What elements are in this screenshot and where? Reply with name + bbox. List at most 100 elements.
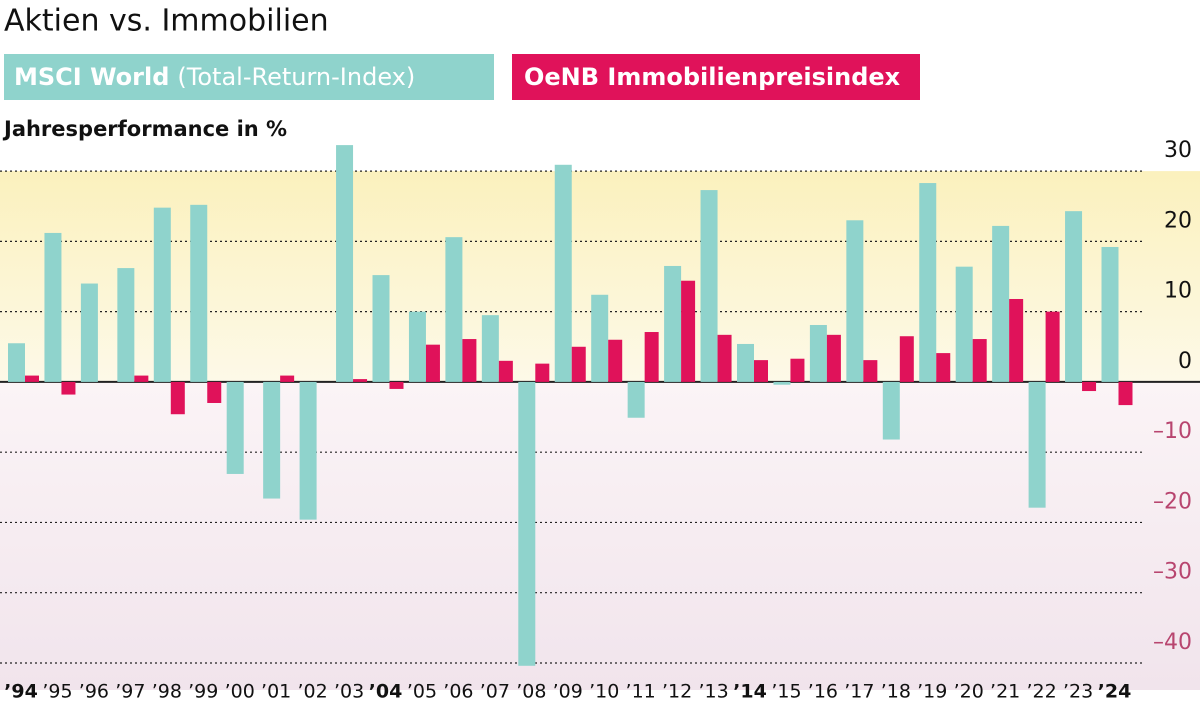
bar [389,381,404,389]
x-tick-label: ’95 [42,681,72,703]
y-tick-label: –20 [1153,489,1192,514]
bar [263,381,281,499]
bar [336,145,354,382]
x-tick-label: ’17 [844,681,874,703]
bar [737,343,754,382]
bar [899,336,914,382]
bar [717,334,732,382]
bar [1065,211,1083,382]
bar [1045,311,1060,382]
x-tick-label: ’10 [589,681,619,703]
x-tick-label: ’06 [443,681,473,703]
bar [80,283,98,382]
bar [972,339,987,382]
bar [919,183,937,382]
bar [207,381,222,403]
bar [8,343,25,382]
chart-title: Aktien vs. Immobilien [4,4,329,39]
y-tick-label: –40 [1153,630,1192,655]
x-tick-label: ’12 [662,681,692,703]
x-tick-label: ’16 [808,681,838,703]
x-tick-label: ’24 [1098,681,1132,703]
bar [481,315,499,382]
bar [955,266,973,382]
bar [591,294,609,382]
x-tick-label: ’96 [79,681,109,703]
x-tick-label: ’14 [733,681,767,703]
x-tick-label: ’08 [516,681,546,703]
bar [681,280,696,382]
bar [280,375,295,382]
y-tick-label: 20 [1164,208,1192,233]
x-tick-label: ’18 [881,681,911,703]
legend-name: MSCI World [14,63,169,91]
bar [754,360,768,382]
x-tick-label: ’97 [115,681,145,703]
bar [170,381,185,415]
y-tick-label: 30 [1164,138,1192,163]
bar [498,360,513,382]
x-tick-label: ’05 [407,681,437,703]
legend-swatch [4,54,494,100]
legend: MSCI World (Total-Return-Index) OeNB Immo… [4,54,920,100]
bar [408,311,426,382]
y-axis-label: Jahresperformance in % [2,117,287,141]
bar [153,207,171,382]
x-tick-label: ’11 [626,681,656,703]
y-tick-label: 0 [1178,349,1192,374]
y-tick-label: –30 [1153,560,1192,585]
legend-label: MSCI World (Total-Return-Index) [14,63,415,91]
bar [1101,246,1119,382]
bar [608,339,623,382]
y-tick-label: –10 [1153,419,1192,444]
bar [773,381,791,385]
bar [1009,298,1024,382]
x-tick-label: ’21 [990,681,1020,703]
bar [700,190,718,382]
x-tick-label: ’07 [480,681,510,703]
negative-band [0,381,1200,690]
x-tick-label: ’02 [297,681,327,703]
bar [372,275,390,382]
bar [535,363,550,382]
bar [299,381,317,520]
bar [809,324,827,382]
legend-swatch [512,54,920,100]
bar [992,225,1010,382]
bar [936,353,951,382]
bar [863,360,878,382]
bar [117,268,135,382]
bar [226,381,244,474]
bar [445,237,463,382]
bar [1118,381,1133,406]
bar [353,379,368,382]
x-tick-label: ’01 [261,681,291,703]
x-tick-label: ’98 [152,681,182,703]
bar [826,334,841,382]
x-tick-label: ’22 [1026,681,1056,703]
x-tick-label: ’19 [917,681,947,703]
bar [425,344,440,382]
x-tick-label: ’23 [1063,681,1093,703]
x-tick-label: ’15 [771,681,801,703]
bar [462,339,477,382]
bar [190,204,208,382]
bar [518,381,536,666]
bar [134,375,149,382]
bar [644,332,659,382]
x-tick-label: ’03 [334,681,364,703]
bar [882,381,900,440]
x-tick-label: ’13 [698,681,728,703]
bar [554,164,572,382]
bar [1028,381,1046,508]
x-tick-label: ’99 [188,681,218,703]
x-tick-label: ’94 [4,681,38,703]
bar [571,346,586,382]
y-tick-label: 10 [1164,279,1192,304]
bar [61,381,76,395]
legend-note: (Total-Return-Index) [177,63,415,91]
bar [44,232,62,382]
bar [846,220,864,382]
bar [627,381,645,418]
